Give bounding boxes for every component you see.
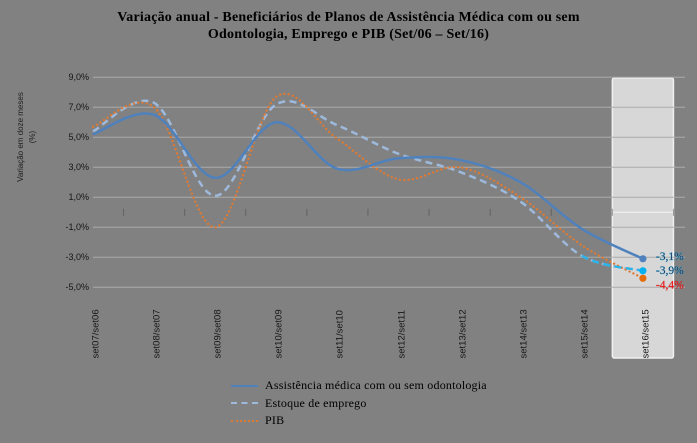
y-axis-tick-label: -1,0% <box>65 221 89 232</box>
series-end-value-label-3: -4,4% <box>656 279 684 291</box>
series-end-marker-1 <box>639 255 647 263</box>
x-axis-tick-label: set14/set13 <box>518 309 530 359</box>
series-end-value-label-2: -3,9% <box>656 265 684 277</box>
series-line-3 <box>91 92 645 280</box>
x-axis-tick-label: set16/set15 <box>640 309 652 359</box>
x-axis-tick-label: set07/set06 <box>90 309 102 359</box>
chart-title-line1: Variação anual - Beneficiários de Planos… <box>117 10 580 25</box>
y-axis-tick-label: 3,0% <box>68 161 89 172</box>
legend-label: Assistência médica com ou sem odontologi… <box>265 378 487 393</box>
legend: Assistência médica com ou sem odontologi… <box>231 377 487 430</box>
legend-line-sample <box>231 384 258 387</box>
y-axis-tick-label: -3,0% <box>65 251 89 262</box>
chart-title-line2: Odontologia, Emprego e PIB (Set/06 – Set… <box>207 27 490 42</box>
series-line-2 <box>92 99 644 273</box>
legend-item-1: Assistência médica com ou sem odontologi… <box>231 377 487 395</box>
series-end-value-label-1: -3,1% <box>656 251 684 263</box>
x-axis-tick-label: set10/set09 <box>273 309 285 359</box>
x-axis-tick-label: set11/set10 <box>334 310 346 359</box>
highlight-band <box>611 77 675 359</box>
legend-item-3: PIB <box>231 412 487 430</box>
y-axis-tick-label: -5,0% <box>65 281 89 292</box>
x-axis-tick-label: set09/set08 <box>212 309 224 359</box>
x-axis-tick-label: set15/set14 <box>579 309 591 359</box>
y-axis-tick-label: 7,0% <box>68 101 89 112</box>
x-axis-tick-label: set08/set07 <box>151 309 163 359</box>
series-line-1 <box>92 112 644 260</box>
x-axis-tick-label: set13/set12 <box>457 309 469 359</box>
y-axis-tick-label: 9,0% <box>68 71 89 82</box>
legend-line-sample <box>231 419 258 422</box>
y-axis-tick-label: 5,0% <box>68 131 89 142</box>
x-axis-tick-label: set12/set11 <box>396 310 407 359</box>
y-axis-tick-label: 1,0% <box>68 191 89 202</box>
legend-line-sample <box>231 402 258 405</box>
series-end-marker-2 <box>639 267 647 275</box>
chart-title: Variação anual - Beneficiários de Planos… <box>0 9 697 43</box>
series-end-marker-3 <box>639 274 647 282</box>
legend-label: Estoque de emprego <box>265 395 367 410</box>
legend-item-2: Estoque de emprego <box>231 395 487 413</box>
legend-label: PIB <box>265 413 285 428</box>
